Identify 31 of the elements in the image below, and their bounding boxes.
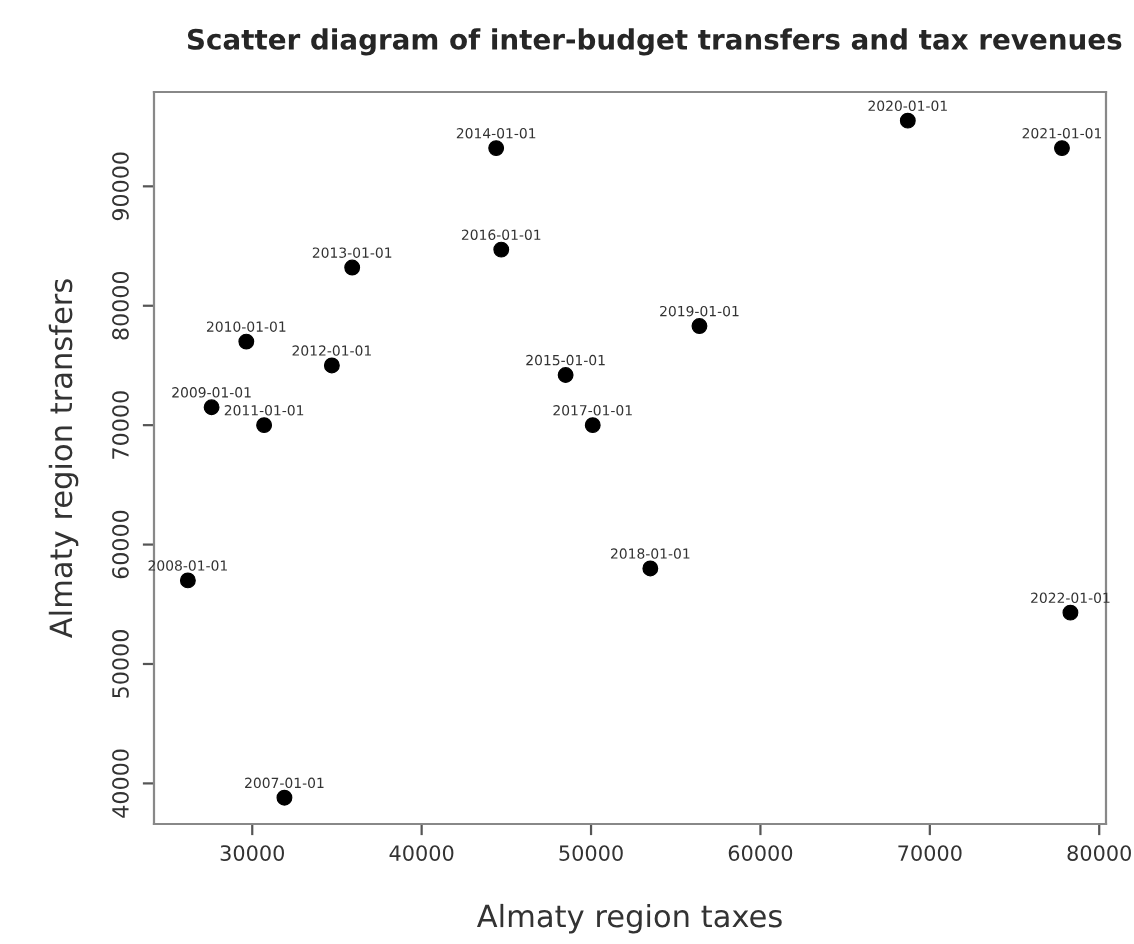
y-tick-label: 60000 <box>112 510 129 579</box>
point <box>203 399 220 416</box>
point <box>1062 604 1079 621</box>
x-tick-label: 60000 <box>728 845 793 861</box>
chart-title: Scatter diagram of inter-budget transfers and tax revenues <box>187 28 1122 56</box>
x-tick-label: 30000 <box>220 845 284 861</box>
y-axis-title: Almaty region transfers <box>48 279 79 639</box>
point <box>1054 140 1070 157</box>
x-axis-title: Almaty region taxes <box>476 903 782 934</box>
point <box>344 259 361 276</box>
point <box>323 357 340 374</box>
point <box>276 789 293 806</box>
point <box>493 241 510 258</box>
point <box>179 572 196 589</box>
point <box>584 417 601 434</box>
point <box>488 140 505 157</box>
point <box>899 112 916 129</box>
point <box>557 367 574 383</box>
point <box>691 318 708 334</box>
point <box>642 560 659 577</box>
point <box>238 333 255 350</box>
x-tick-label: 80000 <box>1067 845 1131 861</box>
y-tick-label: 80000 <box>112 271 129 340</box>
y-tick-label: 90000 <box>112 152 129 221</box>
point <box>256 417 273 434</box>
y-tick-label: 70000 <box>112 391 129 459</box>
x-tick-label: 70000 <box>898 845 962 861</box>
x-tick-label: 40000 <box>389 845 454 861</box>
y-tick-label: 50000 <box>112 630 129 698</box>
x-tick-label: 50000 <box>559 845 623 861</box>
y-tick-label: 40000 <box>112 749 129 818</box>
